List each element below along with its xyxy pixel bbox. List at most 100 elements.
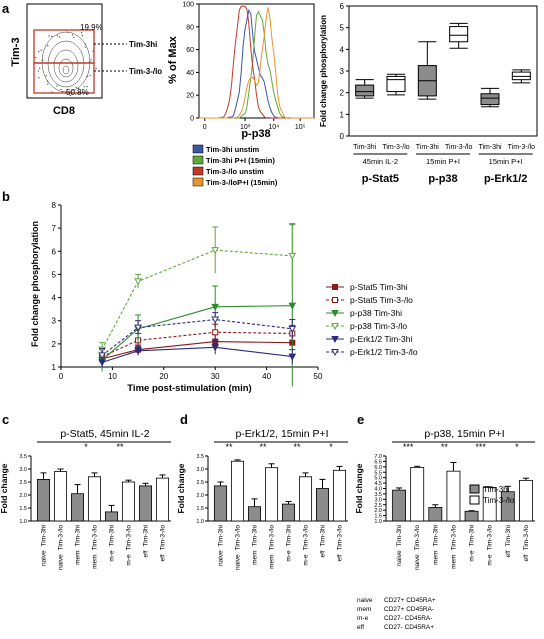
bar-legend-label: Tim-3-/lo	[483, 496, 515, 505]
line-data-point	[134, 278, 142, 286]
flow-event-dot	[38, 67, 41, 69]
histogram-curve	[199, 8, 314, 119]
bar	[104, 511, 119, 522]
line-legend-marker	[331, 336, 339, 344]
bar-legend-swatch	[469, 495, 480, 505]
bar-y-tick-label: 4.5	[374, 481, 382, 487]
histogram: 0 20 40 60 80 100 0 10³ 10⁴ 10⁵ % of Max p-p38 Ti…	[167, 2, 315, 187]
flow-event-dot	[90, 59, 92, 61]
flow-event-dot	[69, 95, 71, 97]
bar-chart-d: p-Erk1/2, 15min P+I 1.0 1.5 2.0 2.5 3.0 3.5 Fol…	[176, 428, 348, 570]
flow-event-dot	[56, 35, 58, 37]
bar	[230, 460, 245, 522]
box-group-name: p-Erk1/2	[484, 173, 527, 185]
line-data-point	[134, 347, 142, 355]
flow-event-dot	[95, 67, 97, 70]
bar-x-label: mem Tim-3hi	[432, 525, 439, 565]
line-y-tick-label: 4	[52, 294, 57, 303]
bar	[87, 476, 102, 522]
bar-x-label: eff Tim-3hi	[143, 525, 150, 558]
flow-event-dot	[67, 31, 69, 33]
bar-x-label-group: naive Tim-3-/lo	[58, 525, 65, 570]
bar-chart-title: p-Stat5, 45min IL-2	[60, 428, 149, 440]
bar-y-tick-label: 4.0	[374, 487, 382, 493]
line-series-path	[101, 305, 293, 361]
flow-event-dot	[61, 91, 64, 93]
line-x-label: Time post-stimulation (min)	[127, 383, 251, 394]
bar-x-label-group: eff Tim-3-/lo	[337, 525, 344, 562]
line-legend-label: p-Stat5 Tim-3-/lo	[350, 295, 413, 305]
subset-legend-key: eff	[357, 624, 364, 631]
bar	[298, 476, 313, 522]
bar-x-label: m-e Tim-3-/lo	[487, 525, 494, 566]
bar-x-label-category: mem	[450, 554, 457, 568]
bar-x-label-cell: Tim-3-/lo	[450, 525, 457, 551]
bar-x-label-group: eff Tim-3hi	[505, 525, 512, 558]
bar-x-label-group: eff Tim-3hi	[320, 525, 327, 558]
bar-x-label-category: m-e	[487, 554, 494, 566]
histogram-legend-label: Tim-3-/lo unstim	[206, 167, 264, 176]
bar-x-label-category: m-e	[126, 554, 133, 566]
bar-x-label-cell: Tim-3-/lo	[337, 525, 344, 551]
line-data-point	[288, 325, 297, 333]
bar	[392, 489, 406, 522]
histogram-y-tick-label: 40	[186, 70, 194, 77]
bar-x-label: eff Tim-3-/lo	[337, 525, 344, 562]
subset-legend-desc: CD27- CD45RA-	[384, 615, 432, 622]
box-group-condition: 15min P+I	[426, 157, 460, 166]
bar-x-label-cell: Tim-3hi	[143, 525, 150, 546]
bar	[138, 485, 153, 522]
bar-x-label-cell: Tim-3-/lo	[414, 525, 421, 551]
box-body	[449, 26, 469, 43]
bar	[121, 481, 136, 522]
flow-event-dot	[87, 75, 89, 78]
line-y-tick-label: 3	[52, 317, 57, 326]
bar-x-label-category: m-e	[109, 550, 116, 562]
bar-x-label-group: mem Tim-3hi	[252, 525, 259, 565]
line-series-path	[101, 331, 293, 358]
box-y-tick-label: 2	[340, 89, 345, 98]
flow-event-dot	[84, 43, 87, 45]
bar-x-label: mem Tim-3hi	[252, 525, 259, 565]
line-x-tick-label: 20	[159, 372, 168, 381]
bar-x-label: naive Tim-3hi	[218, 525, 225, 566]
bar-significance: *	[329, 442, 333, 452]
histogram-legend-swatch	[192, 155, 204, 165]
bar-significance: **	[259, 442, 267, 452]
bar-significance: **	[293, 442, 301, 452]
bar-y-tick-label: 6.0	[374, 465, 382, 471]
box-y-tick-label: 6	[340, 2, 345, 11]
line-series-path	[101, 319, 293, 356]
flow-contour-ring	[53, 49, 79, 83]
flow-event-dot	[48, 35, 50, 37]
box-category-label: Tim-3-/lo	[382, 144, 409, 151]
flow-contour-ring	[58, 58, 74, 78]
bar-x-label-category: naive	[218, 550, 225, 566]
bar-x-label-group: naive Tim-3hi	[396, 525, 403, 566]
bar-x-label: naive Tim-3hi	[396, 525, 403, 566]
bar-y-label: Fold change	[0, 463, 9, 513]
bar-y-tick-label: 3.5	[19, 454, 27, 460]
line-x-tick-label: 0	[59, 372, 64, 381]
histogram-legend: Tim-3hi unstim Tim-3hi P+I (15min) Tim-3-/…	[192, 144, 278, 187]
bar-x-label-category: naive	[58, 554, 65, 570]
histogram-curve	[199, 7, 314, 119]
bar	[428, 507, 443, 522]
bar-y-tick-label: 2.5	[19, 480, 27, 486]
flow-event-dot	[47, 45, 49, 47]
line-data-point	[98, 352, 106, 360]
bar-x-label-cell: Tim-3hi	[109, 525, 116, 546]
subset-legend: naive CD27+ CD45RA+ mem CD27+ CD45RA-m-e CD2…	[357, 597, 436, 631]
line-x-tick-label: 10	[108, 372, 117, 381]
bar-significance: **	[441, 442, 449, 452]
bar-x-label: naive Tim-3-/lo	[235, 525, 242, 570]
bar-x-label-group: naive Tim-3hi	[218, 525, 225, 566]
bar-x-label: m-e Tim-3hi	[286, 525, 293, 562]
bar	[519, 479, 533, 522]
bar-y-label: Fold change	[176, 463, 186, 513]
box-plot-frame	[348, 5, 538, 137]
histogram-curve	[199, 10, 314, 119]
flow-plot: 19.9% 50.8% Tim-3hi Tim-3-/lo Tim-3 CD8	[10, 3, 162, 117]
bar-chart-title: p-p38, 15min P+I	[424, 428, 504, 440]
